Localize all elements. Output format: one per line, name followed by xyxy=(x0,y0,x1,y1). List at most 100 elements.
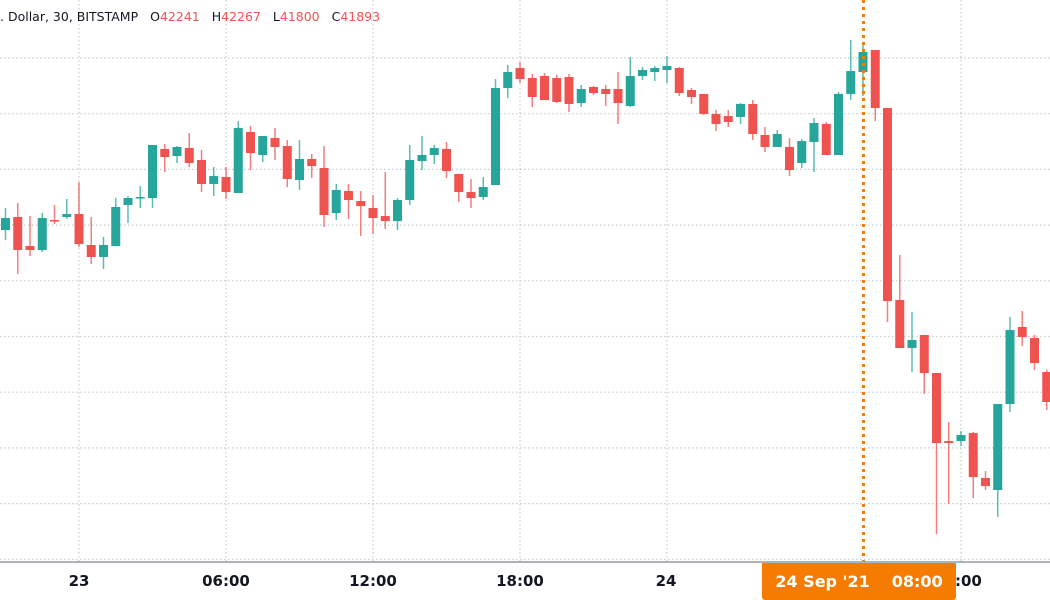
candle-body xyxy=(821,123,831,156)
close-value: 41893 xyxy=(340,9,381,24)
candle-body xyxy=(246,131,255,154)
candle-body xyxy=(258,136,268,156)
candle-body xyxy=(638,70,647,77)
candle-body xyxy=(723,116,733,122)
close-label: C xyxy=(331,9,341,24)
open-label: O xyxy=(150,9,160,24)
candle-body xyxy=(699,93,709,114)
candle-body xyxy=(870,50,880,109)
candle-body xyxy=(919,335,929,374)
candle-body xyxy=(368,208,378,219)
candle-body xyxy=(282,146,292,179)
candle-body xyxy=(99,245,108,257)
candle-body xyxy=(883,108,892,302)
x-tick-label: 23 xyxy=(68,572,90,590)
x-tick-label: 24 xyxy=(655,572,677,590)
candle-body xyxy=(417,155,427,162)
candle-body xyxy=(221,176,231,192)
candle-body xyxy=(393,200,402,222)
candle-body xyxy=(172,146,182,157)
candle-body xyxy=(932,373,941,444)
low-value: 41800 xyxy=(279,9,320,24)
candle-body xyxy=(858,51,868,72)
candle-body xyxy=(184,148,194,164)
candle-body xyxy=(270,138,280,147)
symbol-legend: . Dollar, 30, BITSTAMP O42241 H42267 L41… xyxy=(0,9,380,24)
high-value: 42267 xyxy=(221,9,261,24)
candle-body xyxy=(564,76,574,104)
candle-body xyxy=(662,66,672,71)
candle-body xyxy=(1042,371,1050,402)
candle-body xyxy=(576,88,586,104)
candle-body xyxy=(981,478,990,487)
candle-body xyxy=(319,168,329,216)
candle-body xyxy=(331,190,341,214)
crosshair-date: 24 Sep '21 xyxy=(775,572,870,591)
candle-body xyxy=(454,173,464,192)
candle-body xyxy=(527,78,537,97)
candle-body xyxy=(1005,330,1015,404)
candle-body xyxy=(613,88,623,104)
candle-body xyxy=(809,123,819,142)
symbol-title: . Dollar, 30, BITSTAMP xyxy=(0,9,139,24)
candle-body xyxy=(405,160,415,201)
low-label: L xyxy=(272,9,280,24)
candle-body xyxy=(834,93,843,156)
candle-body xyxy=(772,133,782,147)
candle-body xyxy=(846,71,856,94)
candle-body xyxy=(13,216,23,251)
candle-body xyxy=(442,148,451,172)
candle-body xyxy=(123,198,133,206)
candle-body xyxy=(37,218,47,251)
candle-body xyxy=(160,148,170,157)
candle-body xyxy=(380,216,390,222)
x-tick-label: 18:00 xyxy=(496,572,544,590)
candle-body xyxy=(944,441,954,444)
candle-body xyxy=(895,300,905,349)
candle-body xyxy=(356,201,366,207)
candle-body xyxy=(711,113,721,124)
candle-body xyxy=(50,220,59,222)
crosshair-time: 08:00 xyxy=(891,572,943,591)
candle-body xyxy=(956,435,966,442)
candle-body xyxy=(466,191,476,199)
candle-body xyxy=(491,88,500,186)
candle-body xyxy=(86,245,96,257)
high-label: H xyxy=(211,9,222,24)
candle-body xyxy=(674,68,684,94)
candle-body xyxy=(209,176,219,184)
candle-body xyxy=(625,76,635,107)
candle-body xyxy=(1017,326,1027,337)
x-tick-label: 06:00 xyxy=(202,572,250,590)
candle-body xyxy=(148,145,157,199)
candle-body xyxy=(687,90,696,97)
candle-body xyxy=(601,88,611,94)
candle-body xyxy=(429,148,439,156)
candle-body xyxy=(478,186,488,197)
candle-body xyxy=(540,76,549,101)
candle-body xyxy=(295,158,304,181)
candle-body xyxy=(135,196,145,199)
candle-body xyxy=(589,86,598,94)
candle-body xyxy=(1030,338,1039,364)
candle-body xyxy=(760,135,770,147)
candle-body xyxy=(797,141,807,164)
x-tick-label: 12:00 xyxy=(349,572,397,590)
candle-body xyxy=(552,78,562,102)
candle-body xyxy=(111,206,121,247)
candle-body xyxy=(993,403,1003,491)
candle-body xyxy=(74,213,84,244)
candle-body xyxy=(307,158,317,167)
candle-body xyxy=(25,246,35,251)
candle-body xyxy=(968,433,978,477)
candle-body xyxy=(344,191,353,201)
candle-body xyxy=(785,146,794,171)
candle-body xyxy=(62,213,72,217)
candle-body xyxy=(515,68,525,79)
candle-body xyxy=(503,71,513,89)
candle-body xyxy=(907,340,917,349)
candle-body xyxy=(197,160,206,184)
crosshair-time-label: 24 Sep '21 08:00 xyxy=(762,563,956,600)
candle-body xyxy=(233,128,243,194)
